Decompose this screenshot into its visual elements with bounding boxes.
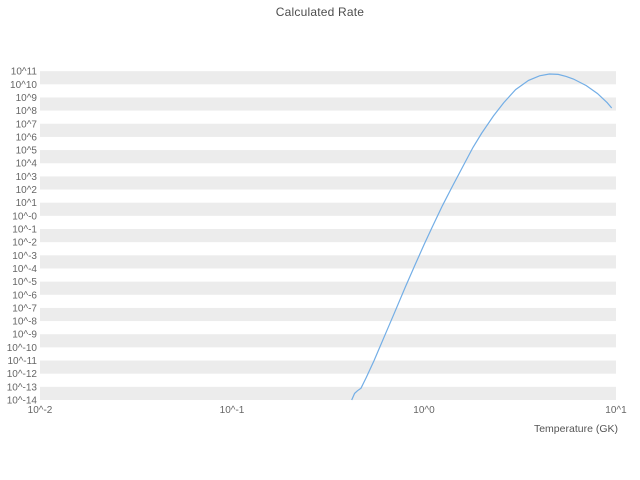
y-tick-label: 10^7 — [16, 119, 38, 130]
y-tick-label: 10^-3 — [12, 251, 37, 262]
x-axis-ticks: 10^-2 10^-1 10^0 10^1 — [28, 405, 627, 416]
grid-band — [40, 202, 616, 216]
y-tick-label: 10^-7 — [12, 303, 37, 314]
grid-band — [40, 97, 616, 111]
y-tick-label: 10^-5 — [12, 277, 37, 288]
grid-band — [40, 123, 616, 137]
y-tick-label: 10^4 — [16, 159, 38, 170]
grid-band — [40, 229, 616, 243]
y-tick-label: 10^-0 — [12, 211, 37, 222]
y-tick-label: 10^-11 — [7, 356, 37, 367]
grid-band — [40, 386, 616, 400]
grid-band — [40, 176, 616, 190]
grid-band — [40, 334, 616, 348]
rate-curve — [351, 73, 613, 401]
y-tick-label: 10^-12 — [7, 369, 38, 380]
grid-band — [40, 255, 616, 269]
y-tick-label: 10^-1 — [12, 225, 37, 236]
x-tick-label: 10^-2 — [28, 405, 53, 416]
y-tick-label: 10^11 — [11, 67, 38, 78]
grid-bands — [40, 71, 616, 400]
grid-band — [40, 360, 616, 374]
x-axis-label: Temperature (GK) — [534, 423, 618, 435]
grid-band — [40, 281, 616, 295]
y-tick-label: 10^6 — [16, 132, 38, 143]
y-tick-label: 10^-9 — [12, 330, 37, 341]
grid-band — [40, 150, 616, 164]
y-tick-label: 10^-4 — [12, 264, 37, 275]
y-tick-label: 10^9 — [16, 93, 38, 104]
x-tick-label: 10^1 — [605, 405, 627, 416]
y-tick-label: 10^2 — [16, 185, 38, 196]
grid-band — [40, 307, 616, 322]
x-tick-label: 10^-1 — [220, 405, 245, 416]
y-tick-label: 10^-8 — [12, 317, 37, 328]
grid-band — [40, 71, 616, 85]
chart-title: Calculated Rate — [275, 5, 365, 19]
x-tick-label: 10^0 — [413, 405, 435, 416]
y-tick-label: 10^-10 — [7, 343, 38, 354]
y-tick-label: 10^3 — [16, 172, 38, 183]
y-tick-label: 10^8 — [16, 106, 38, 117]
y-tick-label: 10^-13 — [7, 382, 38, 393]
y-axis-ticks: 10^11 10^10 10^9 10^8 10^7 10^6 10^5 10^4 10^3 10… — [7, 67, 38, 407]
y-tick-label: 10^-6 — [12, 290, 37, 301]
y-tick-label: 10^10 — [10, 80, 37, 91]
y-tick-label: 10^1 — [16, 198, 38, 209]
y-tick-label: 10^-14 — [7, 396, 38, 407]
y-tick-label: 10^5 — [16, 146, 38, 157]
y-tick-label: 10^-2 — [12, 238, 37, 249]
